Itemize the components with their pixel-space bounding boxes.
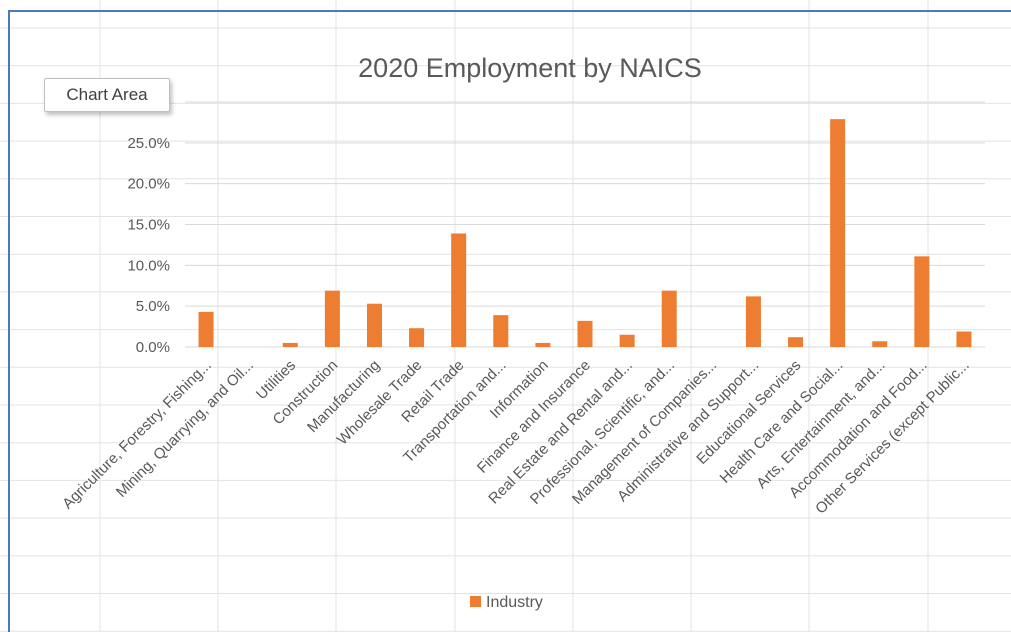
bar[interactable] [409,328,425,347]
bar[interactable] [914,256,930,347]
x-category-label: Other Services (except Public... [812,357,973,518]
bar[interactable] [956,331,972,347]
bar[interactable] [198,311,214,347]
y-tick-label: 5.0% [136,298,170,315]
bar[interactable] [577,320,593,347]
bar[interactable] [788,337,804,347]
y-tick-label: 15.0% [127,217,170,234]
gridlines [185,101,985,307]
chart-area-tooltip: Chart Area [44,78,170,112]
bar[interactable] [324,290,340,347]
y-tick-label: 0.0% [136,339,170,356]
bar[interactable] [619,334,635,347]
chart-area[interactable] [8,10,1011,632]
y-axis-ticks: 0.0% 5.0% 10.0% 15.0% 20.0% 25.0% [127,135,170,356]
bar[interactable] [830,119,846,348]
legend-swatch-industry [470,596,481,607]
bar[interactable] [451,233,467,347]
bars [198,119,972,348]
bar[interactable] [493,315,509,347]
bar[interactable] [872,341,888,347]
legend-label-industry: Industry [486,594,543,611]
y-tick-label: 25.0% [127,135,170,152]
x-category-label: Agriculture, Forestry, Fishing... [59,357,215,513]
bar[interactable] [745,296,761,347]
bar[interactable] [661,290,677,347]
bar[interactable] [282,342,298,347]
y-tick-label: 10.0% [127,257,170,274]
x-axis-labels: Agriculture, Forestry, Fishing...Mining,… [59,357,973,518]
chart-title[interactable]: 2020 Employment by NAICS [358,53,702,83]
bar[interactable] [366,303,382,347]
legend[interactable]: Industry [470,594,543,611]
bar[interactable] [535,342,551,347]
y-tick-label: 20.0% [127,176,170,193]
